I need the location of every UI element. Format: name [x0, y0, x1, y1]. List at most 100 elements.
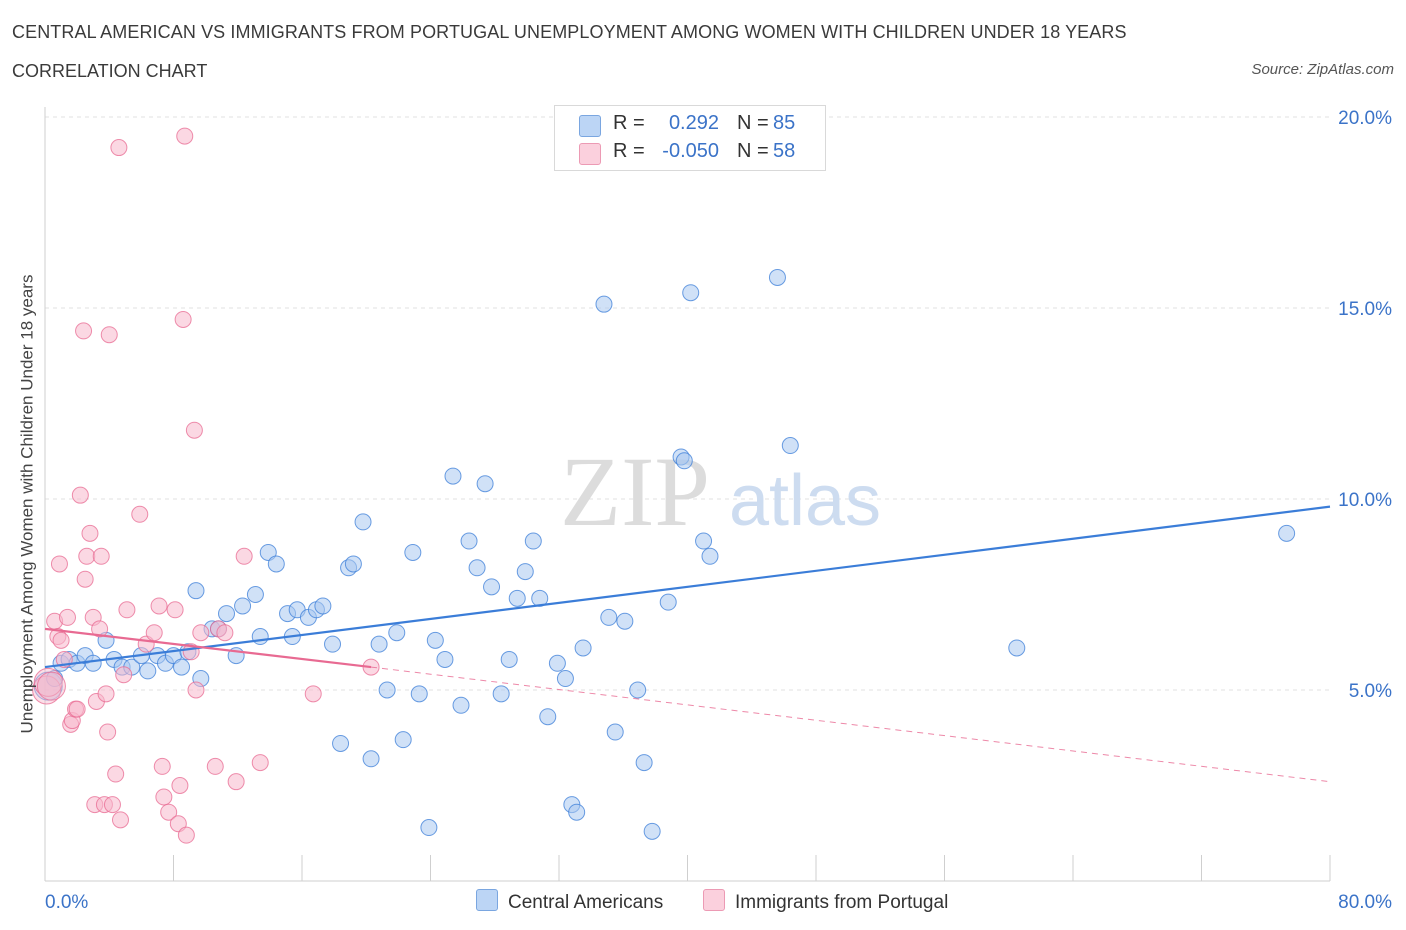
y-tick-label-0: 5.0%	[1349, 681, 1392, 702]
trend-line-central-americans	[44, 505, 1331, 669]
point-central-american-41	[370, 635, 388, 653]
tick-labels: 5.0% 10.0% 15.0% 20.0% 0.0% 80.0%	[45, 108, 1392, 913]
bottom-legend-portugal: Immigrants from Portugal	[703, 889, 948, 914]
chart-title: CENTRAL AMERICAN VS IMMIGRANTS FROM PORT…	[12, 22, 1127, 42]
legend-n-label: N =	[737, 112, 769, 134]
bottom-legend-label: Central Americans	[508, 892, 664, 913]
point-central-american-78	[682, 284, 700, 302]
point-central-american-47	[420, 819, 438, 837]
point-portugal-16	[78, 547, 96, 565]
legend-r-value: 0.292	[668, 112, 719, 134]
point-portugal-38	[155, 788, 173, 806]
legend-r-label: R =	[613, 112, 645, 134]
point-central-american-16	[173, 658, 191, 676]
point-portugal-28	[107, 765, 125, 783]
point-central-american-22	[218, 605, 236, 623]
point-central-american-25	[246, 586, 264, 603]
point-central-american-60	[524, 532, 542, 550]
point-central-american-45	[404, 543, 422, 561]
trend-line-portugal	[44, 627, 372, 669]
y-axis-label: Unemployment Among Women with Children U…	[17, 275, 36, 734]
point-portugal-47	[185, 421, 203, 439]
point-portugal-17	[81, 524, 99, 542]
point-central-american-35	[324, 635, 342, 653]
point-central-american-44	[394, 731, 412, 749]
point-portugal-2	[36, 671, 66, 701]
source-label: Source: ZipAtlas.com	[1251, 61, 1394, 78]
point-portugal-49	[192, 624, 210, 642]
axes	[44, 107, 1331, 882]
point-central-american-59	[516, 563, 534, 581]
point-portugal-31	[115, 666, 133, 684]
point-central-american-54	[476, 475, 494, 493]
point-portugal-24	[97, 685, 115, 703]
point-central-american-70	[606, 723, 624, 741]
point-portugal-0	[32, 675, 62, 705]
point-portugal-37	[153, 757, 171, 775]
point-central-american-84	[1278, 524, 1296, 542]
point-portugal-52	[216, 624, 234, 642]
point-central-american-36	[332, 734, 350, 752]
point-portugal-12	[68, 700, 86, 718]
point-central-american-50	[444, 467, 462, 485]
point-central-american-48	[426, 631, 444, 649]
point-central-american-39	[354, 513, 372, 531]
bottom-legend-swatch-blue	[476, 889, 498, 911]
point-central-american-52	[460, 532, 478, 550]
point-central-american-24	[234, 597, 252, 615]
point-portugal-42	[171, 777, 189, 794]
point-central-american-74	[643, 822, 661, 840]
point-central-american-42	[378, 681, 396, 699]
point-portugal-36	[150, 597, 168, 615]
point-portugal-8	[58, 608, 76, 626]
y-tick-label-1: 10.0%	[1338, 490, 1392, 511]
point-central-american-69	[600, 608, 618, 626]
bottom-legend-central-americans: Central Americans	[476, 889, 663, 914]
point-central-american-53	[468, 559, 486, 577]
point-central-american-55	[483, 578, 501, 596]
point-central-american-73	[635, 754, 653, 772]
bottom-legend-label: Immigrants from Portugal	[735, 892, 949, 913]
point-portugal-55	[251, 754, 269, 772]
y-tick-label-3: 20.0%	[1338, 108, 1392, 129]
point-central-american-40	[362, 750, 380, 768]
trend-lines	[44, 505, 1331, 783]
point-central-american-18	[187, 582, 205, 600]
point-portugal-25	[99, 723, 117, 741]
legend-r-value: -0.050	[662, 140, 719, 162]
point-central-american-56	[492, 685, 510, 703]
point-central-american-66	[568, 803, 586, 821]
point-portugal-15	[76, 570, 94, 588]
point-central-american-79	[695, 532, 713, 550]
point-portugal-30	[111, 811, 129, 829]
legend-swatch-blue	[579, 115, 601, 137]
data-points	[32, 127, 1296, 844]
point-portugal-33	[131, 505, 149, 523]
point-central-american-12	[139, 662, 157, 680]
point-central-american-38	[344, 555, 362, 573]
point-central-american-51	[452, 696, 470, 714]
point-central-american-68	[595, 295, 613, 313]
point-central-american-81	[768, 268, 786, 286]
x-tick-label-1: 80.0%	[1338, 892, 1392, 913]
point-portugal-13	[71, 486, 89, 504]
point-central-american-34	[314, 597, 332, 615]
point-portugal-50	[206, 757, 224, 775]
x-tick-label-0: 0.0%	[45, 892, 88, 913]
point-central-american-43	[388, 624, 406, 642]
bottom-legend-swatch-pink	[703, 889, 725, 911]
legend-n-value: 58	[773, 140, 796, 162]
legend-r-label: R =	[613, 140, 645, 162]
point-portugal-35	[145, 624, 163, 642]
point-portugal-22	[92, 547, 110, 565]
point-central-american-64	[556, 670, 574, 688]
point-portugal-29	[110, 139, 128, 157]
point-portugal-40	[166, 601, 184, 619]
point-portugal-1	[33, 667, 63, 697]
point-central-american-49	[436, 650, 454, 668]
point-central-american-75	[659, 593, 677, 611]
chart-subtitle: CORRELATION CHART	[12, 61, 208, 81]
point-portugal-56	[304, 685, 322, 703]
point-portugal-26	[100, 326, 118, 344]
